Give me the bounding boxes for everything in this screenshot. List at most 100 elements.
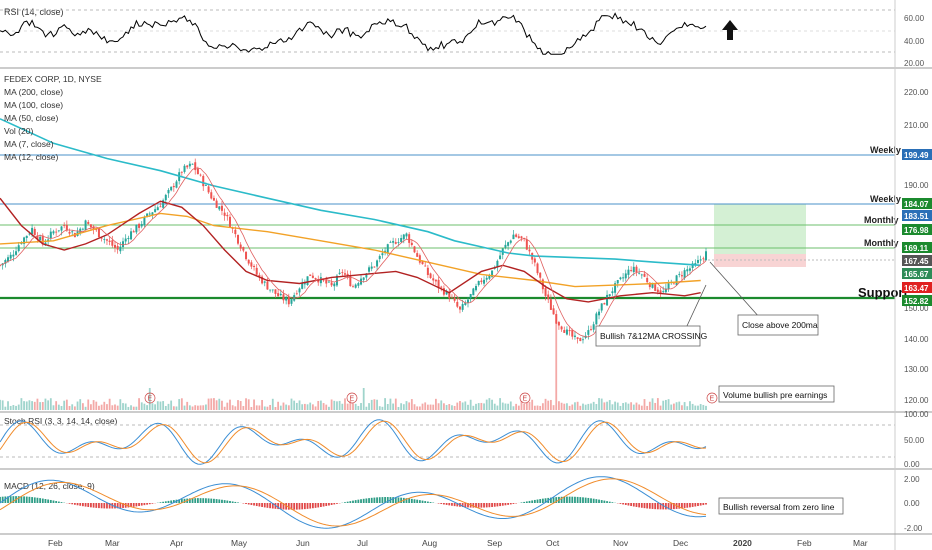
candle-body [314, 278, 317, 280]
candle-body [416, 253, 419, 257]
candle-body [354, 284, 357, 288]
candle-body [220, 205, 223, 211]
volume-bar [20, 398, 23, 410]
macd-bar [9, 496, 12, 503]
volume-bar [239, 401, 242, 410]
volume-bar [132, 406, 135, 410]
macd-bar [285, 503, 288, 510]
candle-body [547, 294, 550, 300]
volume-bar [402, 404, 405, 410]
candle-body [552, 308, 555, 315]
candle-body [622, 277, 625, 279]
legend-ma200: MA (200, close) [4, 87, 63, 97]
macd-bar [92, 503, 95, 508]
volume-bar [188, 405, 191, 410]
candle-body [346, 273, 349, 277]
macd-bar [76, 503, 79, 506]
badge-183: 183.51 [904, 212, 929, 221]
volume-bar [435, 398, 437, 410]
badge-163: 163.47 [904, 284, 929, 293]
volume-bar [87, 399, 90, 410]
candle-body [49, 231, 52, 239]
candle-body [397, 242, 400, 243]
candle-body [7, 257, 10, 262]
volume-bar [52, 405, 55, 410]
volume-bar [287, 405, 290, 410]
candle-body [295, 293, 298, 295]
macd-bar [504, 503, 507, 506]
candle-body [113, 244, 116, 248]
candle-body [207, 186, 210, 193]
candle-body [368, 267, 371, 272]
volume-bar [491, 399, 493, 410]
volume-bar [485, 399, 488, 410]
badge-184: 184.07 [904, 200, 929, 209]
earnings-label-dec: E [710, 396, 715, 403]
volume-bar [49, 398, 52, 410]
volume-bar [17, 404, 20, 410]
candle-body [282, 294, 285, 301]
candle-body [162, 200, 165, 208]
time-axis: Feb Mar Apr May Jun Jul Aug Sep Oct Nov … [48, 538, 868, 548]
volume-bar [469, 399, 472, 410]
candle-body [167, 189, 170, 194]
candle-body [624, 273, 627, 279]
macd-bar [52, 500, 55, 503]
macd-bar [592, 498, 595, 503]
time-feb: Feb [48, 538, 63, 548]
volume-bar [122, 403, 124, 410]
stoch-tick-50: 50.00 [904, 436, 925, 445]
macd-bar [247, 503, 250, 505]
candle-body [4, 260, 7, 264]
candle-body [504, 244, 507, 248]
volume-bar [640, 405, 643, 410]
candle-body [560, 326, 563, 330]
price-badges: 199.49 184.07 183.51 176.98 169.11 167.4… [902, 149, 932, 306]
macd-bar [28, 496, 31, 503]
volume-bar [370, 399, 373, 410]
macd-title: MACD (12, 26, close, 9) [4, 481, 95, 491]
volume-bar [255, 405, 258, 410]
macd-bar [664, 503, 667, 510]
macd-bar [269, 503, 271, 509]
macd-bar [100, 503, 103, 509]
macd-bar [349, 501, 352, 503]
rsi-tick-40: 40.00 [904, 37, 925, 46]
macd-bar [448, 503, 451, 506]
candle-body [247, 259, 250, 264]
macd-bar [357, 499, 360, 503]
volume-bar [320, 400, 322, 410]
macd-bar [544, 498, 547, 503]
volume-bar [584, 404, 587, 410]
cross-note: Bullish 7&12MA CROSSING [600, 331, 707, 341]
volume-bar [191, 406, 194, 410]
legend-vol: Vol (20) [4, 126, 33, 136]
macd-bar [603, 500, 606, 503]
weekly-label-top: Weekly [870, 145, 901, 155]
volume-bar [480, 402, 483, 410]
cross-note-box [595, 325, 701, 347]
volume-bar [368, 403, 370, 410]
macd-bar [39, 498, 42, 503]
candle-body [373, 266, 376, 268]
candle-body [349, 275, 352, 287]
volume-bar [237, 400, 239, 410]
candle-body [322, 278, 325, 281]
candle-body [89, 224, 92, 228]
volume-bar [167, 403, 170, 410]
price-tick-210: 210.00 [904, 121, 929, 130]
candle-body [191, 163, 194, 165]
volume-bar [311, 404, 314, 410]
badge-bg-184 [902, 198, 932, 209]
candle-body [127, 238, 130, 240]
volume-bar [517, 405, 520, 410]
monthly-label-2: Monthly [864, 238, 899, 248]
candle-body [616, 280, 619, 284]
macd-bar [255, 503, 258, 507]
candle-body [274, 289, 277, 294]
candle-body [413, 246, 416, 253]
macd-bar [678, 503, 681, 509]
volume-bar [231, 405, 234, 410]
candle-body [614, 283, 617, 293]
candle-body [466, 299, 469, 303]
